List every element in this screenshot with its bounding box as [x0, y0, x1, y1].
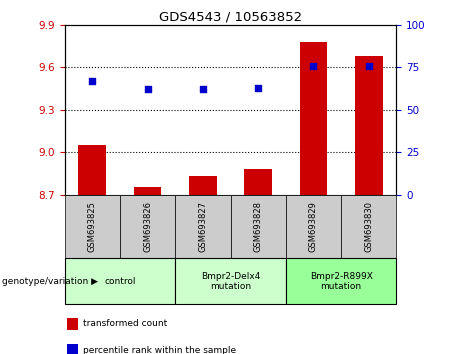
Bar [134, 187, 161, 195]
Bar [355, 56, 383, 195]
Point [254, 85, 262, 91]
Bar [175, 258, 286, 304]
Text: transformed count: transformed count [83, 319, 167, 329]
Bar [65, 195, 120, 258]
Text: Bmpr2-R899X
mutation: Bmpr2-R899X mutation [310, 272, 372, 291]
Text: GSM693828: GSM693828 [254, 201, 263, 252]
Point [144, 86, 151, 92]
Bar [189, 176, 217, 195]
Text: GSM693827: GSM693827 [198, 201, 207, 252]
Bar [120, 195, 175, 258]
Text: genotype/variation ▶: genotype/variation ▶ [2, 277, 98, 286]
Bar [341, 195, 396, 258]
Text: percentile rank within the sample: percentile rank within the sample [83, 346, 236, 354]
Bar [286, 258, 396, 304]
Point [199, 86, 207, 92]
Point [89, 78, 96, 84]
Bar [78, 145, 106, 195]
Bar [300, 42, 327, 195]
Text: GSM693825: GSM693825 [88, 201, 97, 252]
Bar [230, 195, 286, 258]
Text: GSM693830: GSM693830 [364, 201, 373, 252]
Text: GSM693829: GSM693829 [309, 201, 318, 252]
Bar [286, 195, 341, 258]
Text: GSM693826: GSM693826 [143, 201, 152, 252]
Point [365, 63, 372, 68]
Point [310, 63, 317, 68]
Text: control: control [104, 277, 136, 286]
Bar [244, 169, 272, 195]
Text: Bmpr2-Delx4
mutation: Bmpr2-Delx4 mutation [201, 272, 260, 291]
Title: GDS4543 / 10563852: GDS4543 / 10563852 [159, 11, 302, 24]
Bar [65, 258, 175, 304]
Bar [175, 195, 230, 258]
